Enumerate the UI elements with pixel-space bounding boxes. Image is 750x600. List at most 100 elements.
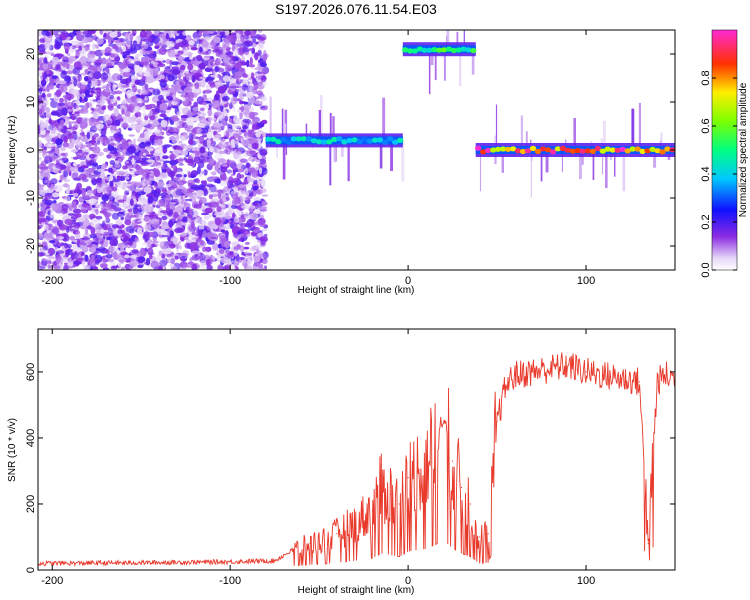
heatmap-cell xyxy=(382,97,386,141)
heatmap-cell xyxy=(61,204,70,212)
heatmap-cell xyxy=(122,45,127,52)
heatmap-cell xyxy=(251,124,257,131)
heatmap-cell xyxy=(392,139,399,145)
spectrogram-x-axis-label: Height of straight line (km) xyxy=(298,285,415,296)
heatmap-cell xyxy=(62,142,69,148)
heatmap-cell xyxy=(164,186,167,196)
heatmap-cell xyxy=(208,194,214,200)
heatmap-cell xyxy=(83,239,93,245)
heatmap-cell xyxy=(129,259,138,268)
heatmap-cell xyxy=(77,74,82,82)
heatmap-cell xyxy=(60,236,65,240)
heatmap-cell xyxy=(178,245,182,250)
heatmap-cell xyxy=(234,144,239,150)
heatmap-cell xyxy=(160,119,168,128)
heatmap-cell xyxy=(254,253,259,256)
heatmap-cell xyxy=(38,232,44,240)
heatmap-cell xyxy=(170,257,176,265)
snr-x-tick-label: 100 xyxy=(577,575,595,587)
heatmap-cell xyxy=(351,137,358,143)
snr-point xyxy=(505,384,507,386)
heatmap-cell xyxy=(38,242,42,247)
heatmap-cell xyxy=(58,170,62,174)
heatmap-cell xyxy=(265,136,272,142)
heatmap-cell xyxy=(109,142,117,146)
heatmap-cell xyxy=(177,50,184,55)
heatmap-cell xyxy=(65,161,72,167)
heatmap-cell xyxy=(217,264,224,270)
snr-point xyxy=(549,368,552,370)
heatmap-cell xyxy=(184,236,189,241)
heatmap-cell xyxy=(193,203,202,209)
heatmap-cell xyxy=(189,196,197,203)
heatmap-cell xyxy=(463,30,465,50)
heatmap-cell xyxy=(72,114,81,117)
heatmap-cell xyxy=(45,201,50,206)
heatmap-cell xyxy=(38,211,43,217)
heatmap-cell xyxy=(95,259,100,265)
heatmap-cell xyxy=(134,98,139,107)
heatmap-cell xyxy=(61,107,68,116)
heatmap-cell xyxy=(140,90,149,95)
heatmap-cell xyxy=(475,145,482,151)
heatmap-cell xyxy=(45,217,51,223)
heatmap-cell xyxy=(240,174,245,179)
heatmap-cell xyxy=(196,189,204,197)
heatmap-cell xyxy=(631,109,635,150)
heatmap-cell xyxy=(243,131,248,137)
snr-point xyxy=(514,374,516,376)
heatmap-cell xyxy=(82,65,90,69)
heatmap-cell xyxy=(509,146,517,152)
heatmap-cell xyxy=(44,155,53,164)
heatmap-cell xyxy=(242,41,251,49)
heatmap-cell xyxy=(115,218,123,226)
heatmap-cell xyxy=(251,233,257,237)
heatmap-cell xyxy=(638,102,641,150)
heatmap-cell xyxy=(332,116,335,141)
heatmap-cell xyxy=(122,232,131,241)
heatmap-cell xyxy=(206,240,215,245)
heatmap-cell xyxy=(149,114,156,121)
heatmap-cell xyxy=(183,157,187,161)
heatmap-cell xyxy=(137,227,143,235)
heatmap-cell xyxy=(232,198,239,206)
heatmap-cell xyxy=(191,146,200,152)
heatmap-cell xyxy=(259,167,263,175)
heatmap-cell xyxy=(171,66,179,70)
heatmap-cell xyxy=(85,44,91,47)
heatmap-cell xyxy=(40,94,47,98)
heatmap-cell xyxy=(58,80,67,85)
heatmap-cell xyxy=(197,160,205,169)
heatmap-cell xyxy=(150,245,154,249)
heatmap-cell xyxy=(202,30,211,35)
colorbar-tick-label: 0.2 xyxy=(700,214,712,229)
snr-point xyxy=(274,560,276,562)
heatmap-cell xyxy=(144,224,152,231)
heatmap-cell xyxy=(123,193,128,200)
heatmap-cell xyxy=(138,142,147,149)
heatmap-cell xyxy=(76,239,81,245)
heatmap-cell xyxy=(97,168,105,173)
heatmap-cell xyxy=(261,194,269,197)
heatmap-cell xyxy=(200,259,208,266)
heatmap-cell xyxy=(46,93,52,97)
heatmap-cell xyxy=(564,147,572,153)
heatmap-cell xyxy=(152,236,157,242)
heatmap-cell xyxy=(190,170,199,177)
heatmap-cell xyxy=(241,251,245,256)
heatmap-cell xyxy=(93,113,97,119)
heatmap-cell xyxy=(260,107,268,111)
heatmap-cell xyxy=(179,81,184,86)
heatmap-cell xyxy=(216,206,222,213)
snr-point xyxy=(585,371,587,373)
heatmap-cell xyxy=(112,247,119,254)
heatmap-cell xyxy=(104,49,111,53)
heatmap-cell xyxy=(259,62,267,68)
heatmap-cell xyxy=(161,165,166,170)
heatmap-cell xyxy=(264,265,267,270)
heatmap-cell xyxy=(234,140,240,145)
heatmap-cell xyxy=(231,193,238,200)
heatmap-cell xyxy=(456,31,459,50)
heatmap-cell xyxy=(465,47,472,53)
